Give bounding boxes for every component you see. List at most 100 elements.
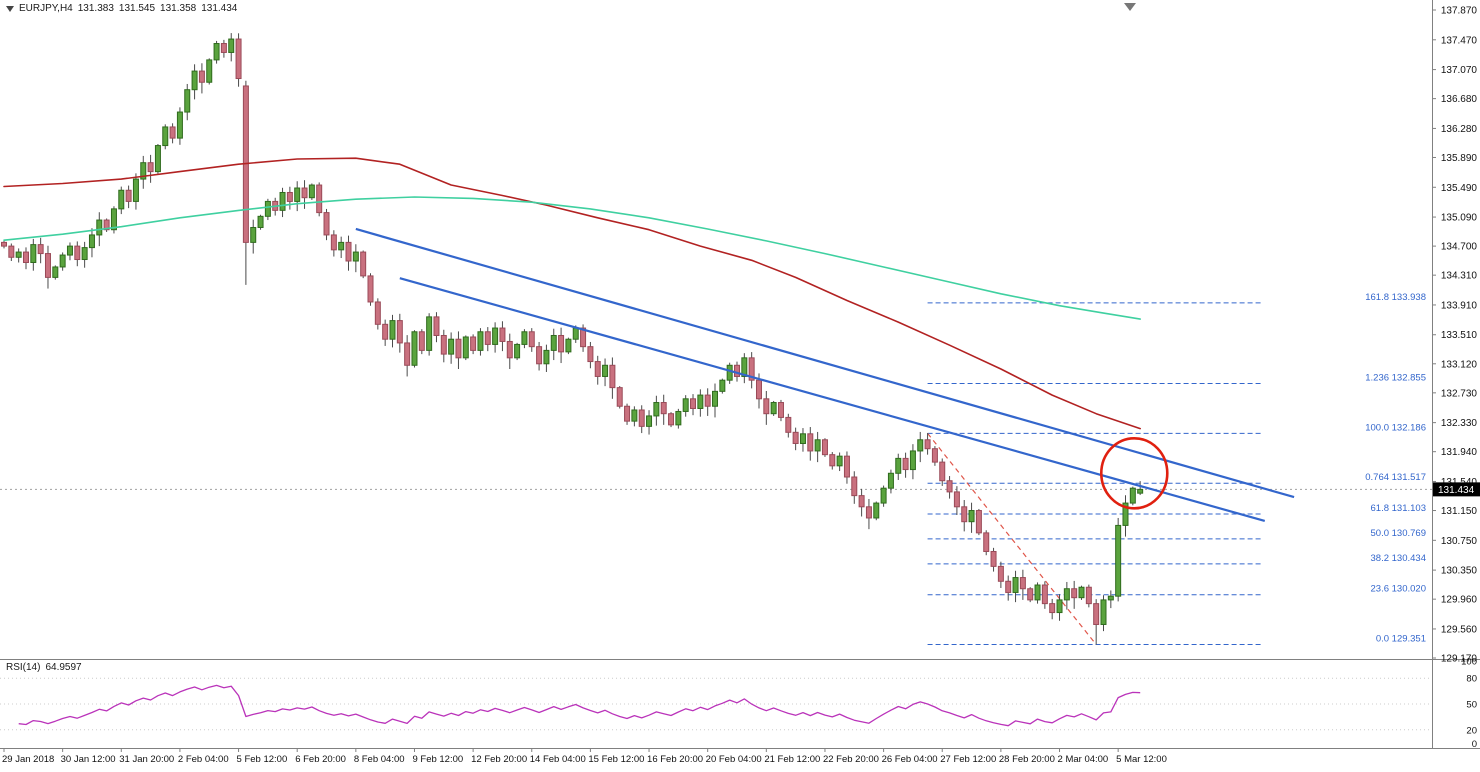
candle-bearish bbox=[125, 189, 132, 202]
candle-bullish bbox=[462, 336, 469, 359]
fib-level-label: 161.8 133.938 bbox=[1365, 292, 1426, 303]
candle-bearish bbox=[103, 219, 110, 231]
candle-bearish bbox=[983, 532, 990, 552]
candle-bullish bbox=[66, 245, 73, 256]
candle-bearish bbox=[946, 480, 953, 493]
candle-bullish bbox=[191, 70, 198, 91]
candle-bullish bbox=[1012, 577, 1019, 593]
ohlc-open: 131.383 bbox=[77, 3, 114, 14]
trendline-2[interactable] bbox=[399, 277, 1266, 523]
fib-level-label: 50.0 130.769 bbox=[1371, 528, 1426, 539]
date-axis-label: 2 Mar 04:00 bbox=[1058, 754, 1109, 765]
candle-bullish bbox=[110, 208, 117, 231]
ohlc-low: 131.358 bbox=[160, 3, 197, 14]
candle-bullish bbox=[1063, 588, 1070, 601]
candle-bearish bbox=[235, 38, 242, 80]
fib-level-label: 0.764 131.517 bbox=[1365, 472, 1426, 483]
price-axis-label: 135.890 bbox=[1441, 153, 1478, 164]
price-axis-label: 134.700 bbox=[1441, 242, 1478, 253]
candle-bearish bbox=[220, 43, 227, 53]
candle-bearish bbox=[74, 245, 81, 261]
price-axis-label: 132.330 bbox=[1441, 418, 1478, 429]
candle-bearish bbox=[147, 162, 154, 173]
candle-bearish bbox=[785, 416, 792, 433]
price-axis-label: 130.350 bbox=[1441, 566, 1478, 577]
candle-bullish bbox=[836, 455, 843, 467]
price-axis-label: 130.750 bbox=[1441, 536, 1478, 547]
candle-bullish bbox=[909, 450, 916, 471]
candle-bullish bbox=[264, 200, 271, 217]
candle-bullish bbox=[514, 343, 521, 359]
candle-bullish bbox=[1100, 599, 1107, 625]
price-axis-label: 136.680 bbox=[1441, 94, 1478, 105]
candle-bearish bbox=[587, 346, 594, 363]
fib-diagonal-line[interactable] bbox=[927, 432, 1097, 645]
candle-bullish bbox=[895, 457, 902, 474]
candle-bullish bbox=[968, 510, 975, 523]
candle-bearish bbox=[286, 191, 293, 202]
candle-bullish bbox=[873, 502, 880, 519]
date-axis-label: 27 Feb 12:00 bbox=[940, 754, 996, 765]
date-axis-label: 2 Feb 04:00 bbox=[178, 754, 229, 765]
date-axis-label: 16 Feb 20:00 bbox=[647, 754, 703, 765]
candle-bearish bbox=[8, 245, 15, 258]
date-axis-label: 26 Feb 04:00 bbox=[882, 754, 938, 765]
candle-bullish bbox=[279, 191, 286, 211]
candle-bearish bbox=[748, 357, 755, 381]
candle-bullish bbox=[59, 254, 66, 268]
candle-bullish bbox=[1056, 599, 1063, 614]
candle-bullish bbox=[719, 379, 726, 392]
candle-bullish bbox=[917, 439, 924, 452]
candle-bullish bbox=[184, 89, 191, 113]
candle-bullish bbox=[308, 184, 315, 199]
candle-bearish bbox=[616, 387, 623, 407]
candle-bearish bbox=[404, 342, 411, 366]
highlight-circle[interactable] bbox=[1099, 436, 1169, 510]
chart-shift-marker[interactable] bbox=[1124, 3, 1136, 11]
fib-level-label: 23.6 130.020 bbox=[1371, 584, 1426, 595]
candle-bullish bbox=[15, 251, 22, 258]
candle-bearish bbox=[807, 433, 814, 452]
candle-bearish bbox=[440, 334, 447, 355]
candle-bullish bbox=[118, 189, 125, 210]
candle-bearish bbox=[1, 241, 7, 247]
date-axis-label: 28 Feb 20:00 bbox=[999, 754, 1055, 765]
candle-bearish bbox=[997, 565, 1004, 582]
candle-bearish bbox=[975, 510, 982, 534]
candle-bullish bbox=[88, 234, 95, 249]
date-axis-label: 15 Feb 12:00 bbox=[588, 754, 644, 765]
candle-bullish bbox=[543, 349, 550, 365]
candle-bearish bbox=[660, 402, 667, 415]
candle-bullish bbox=[132, 178, 139, 202]
candle-bearish bbox=[316, 184, 323, 214]
ma-red-line bbox=[3, 157, 1141, 430]
date-axis-label: 12 Feb 20:00 bbox=[471, 754, 527, 765]
candle-bearish bbox=[843, 455, 850, 478]
candle-bearish bbox=[734, 364, 740, 377]
candle-bullish bbox=[213, 43, 220, 61]
fib-level-label: 38.2 130.434 bbox=[1371, 553, 1426, 564]
candle-bearish bbox=[433, 316, 440, 336]
date-axis-label: 5 Feb 12:00 bbox=[237, 754, 288, 765]
candle-bearish bbox=[902, 457, 909, 471]
date-axis-label: 14 Feb 04:00 bbox=[530, 754, 586, 765]
ma-green-line bbox=[3, 196, 1141, 320]
candle-bearish bbox=[1005, 580, 1012, 593]
date-axis-label: 29 Jan 2018 bbox=[2, 754, 54, 765]
candle-bearish bbox=[1027, 588, 1034, 601]
price-axis-label: 133.910 bbox=[1441, 300, 1478, 311]
candle-bearish bbox=[330, 234, 337, 251]
candle-bearish bbox=[580, 327, 587, 348]
candle-bearish bbox=[792, 431, 799, 444]
candle-bearish bbox=[484, 331, 491, 345]
trendline-1[interactable] bbox=[355, 227, 1295, 499]
candle-bearish bbox=[499, 327, 506, 342]
candle-bearish bbox=[455, 338, 462, 359]
candle-bullish bbox=[631, 409, 638, 422]
rsi-indicator-label: RSI(14) 64.9597 bbox=[6, 662, 82, 673]
candle-bullish bbox=[154, 145, 161, 173]
candle-bullish bbox=[1137, 488, 1144, 494]
candle-bullish bbox=[880, 487, 887, 504]
candle-bearish bbox=[169, 126, 176, 139]
